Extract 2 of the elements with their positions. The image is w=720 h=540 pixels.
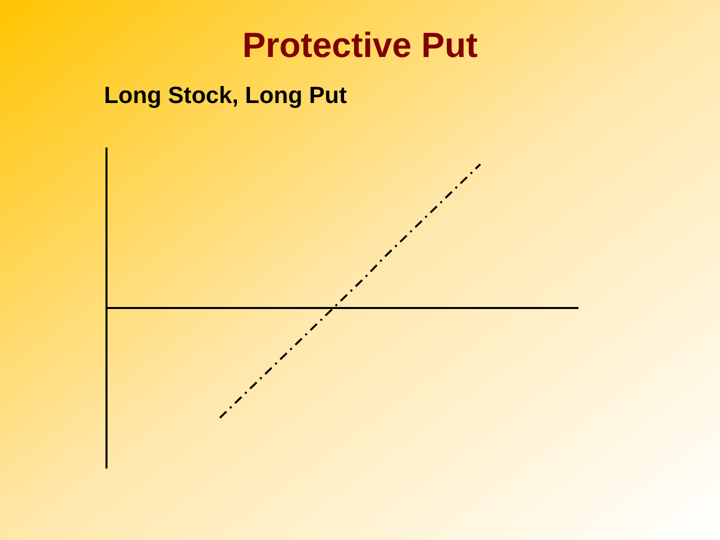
chart-subtitle: Long Stock, Long Put xyxy=(104,82,347,108)
chart-title: Protective Put xyxy=(242,26,478,65)
